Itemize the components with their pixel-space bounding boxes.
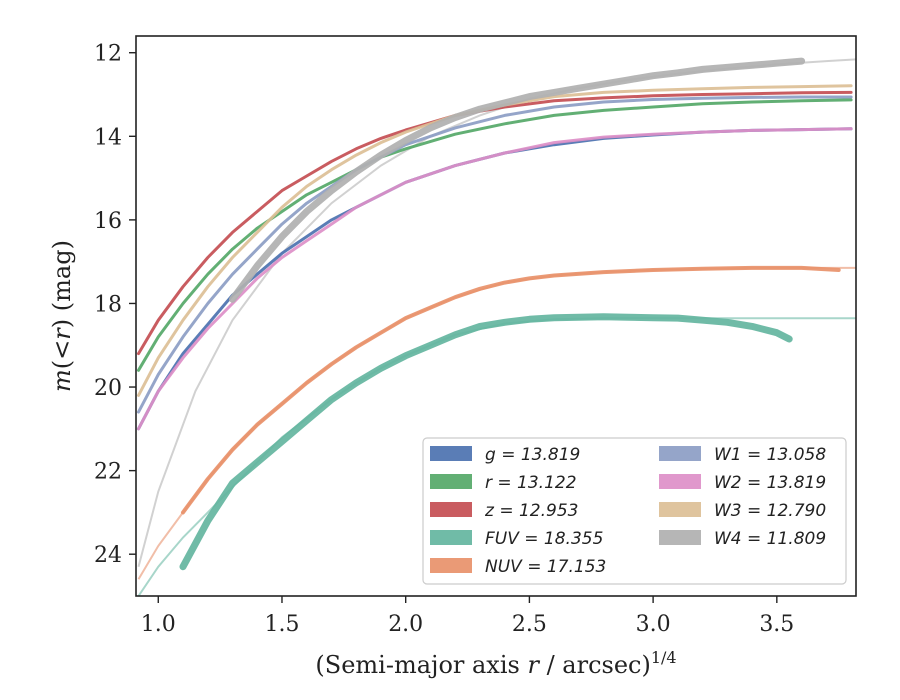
series-line-z: [137, 90, 853, 356]
legend-label-W4: W4 = 11.809: [714, 529, 826, 549]
y-tick-label: 12: [94, 42, 122, 67]
legend-swatch-W3: [659, 502, 701, 517]
x-tick-label: 2.5: [512, 612, 547, 637]
y-axis-label: m(<r) (mag): [48, 240, 76, 392]
y-tick-label: 22: [94, 460, 122, 485]
legend-label-NUV: NUV = 17.153: [485, 557, 606, 577]
legend-swatch-W4: [659, 530, 701, 545]
series-line-W2: [137, 127, 853, 431]
y-tick-label: 14: [94, 125, 122, 150]
series-line-FUV: [179, 313, 793, 571]
legend-label-z: z = 12.953: [484, 501, 578, 521]
legend-swatch-W2: [659, 474, 701, 489]
legend-label-r: r = 13.122: [485, 473, 577, 493]
y-tick-label: 24: [94, 543, 122, 568]
series-line-W1: [137, 95, 853, 414]
x-axis: 1.0 1.5 2.0 2.5 3.0 3.5: [141, 596, 794, 637]
series-line-W4: [229, 57, 806, 303]
x-tick-label: 3.0: [636, 612, 671, 637]
legend-swatch-g: [430, 446, 472, 461]
legend-swatch-r: [430, 474, 472, 489]
plot-frame: [135, 35, 857, 597]
plot-area: [137, 57, 856, 596]
legend-label-W3: W3 = 12.790: [714, 501, 826, 521]
legend-label-W2: W2 = 13.819: [714, 473, 826, 493]
x-tick-label: 3.5: [759, 612, 794, 637]
x-tick-label: 1.0: [141, 612, 176, 637]
series-line-W3: [137, 84, 853, 397]
y-tick-label: 18: [94, 292, 122, 317]
legend-swatch-FUV: [430, 530, 472, 545]
x-tick-label: 1.5: [264, 612, 299, 637]
legend-label-FUV: FUV = 18.355: [485, 529, 603, 549]
legend-swatch-W1: [659, 446, 701, 461]
x-axis-label: (Semi-major axis r / arcsec)1/4: [315, 648, 676, 679]
legend-swatch-NUV: [430, 558, 472, 573]
series-line-NUV: [181, 265, 841, 515]
y-tick-label: 20: [94, 376, 122, 401]
series-line-r: [137, 98, 853, 372]
legend-label-g: g = 13.819: [485, 445, 580, 465]
y-axis: 12 14 16 18 20 22 24: [94, 42, 136, 568]
y-tick-label: 16: [94, 209, 122, 234]
legend-label-W1: W1 = 13.058: [714, 445, 826, 465]
legend-swatch-z: [430, 502, 472, 517]
x-tick-label: 2.0: [388, 612, 423, 637]
legend: g = 13.819 r = 13.122 z = 12.953 FUV = 18.3…: [422, 437, 847, 585]
legend-box: [422, 437, 847, 585]
